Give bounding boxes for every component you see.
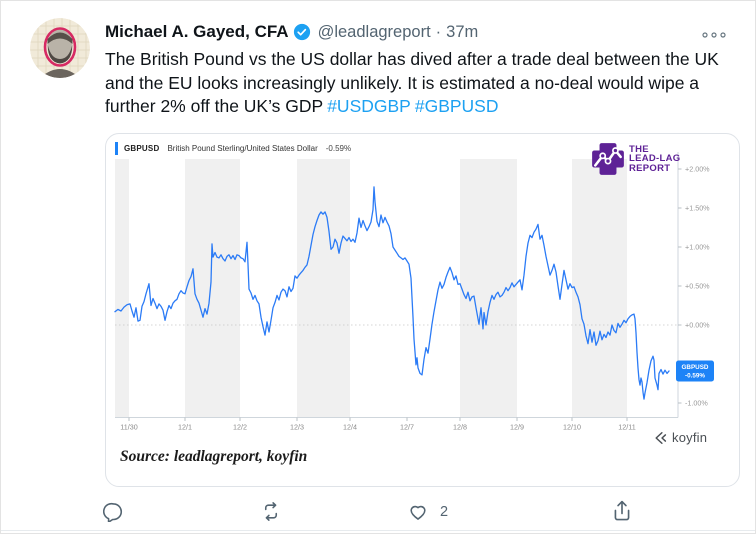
last-price-badge	[676, 360, 714, 382]
logo-line-1: THE	[629, 143, 649, 155]
x-axis-label: 12/9	[510, 423, 524, 432]
share-icon	[614, 500, 630, 521]
hashtag-gbpusd[interactable]: #GBPUSD	[414, 96, 499, 116]
lead-lag-logo-icon	[592, 143, 624, 175]
lead-lag-report-logo: THE LEAD-LAG REPORT	[590, 141, 680, 177]
x-axis-label: 12/4	[343, 423, 357, 432]
price-chart-svg: 11/30 12/1 12/2 12/3 12/4 12/7 12/8 12/9 12/10 12…	[114, 152, 714, 432]
bottom-divider	[1, 530, 755, 531]
koyfin-icon	[655, 431, 667, 444]
x-axis-label: 12/10	[563, 423, 581, 432]
x-axis-label: 12/8	[453, 423, 467, 432]
x-axis-label: 12/11	[618, 423, 635, 432]
day-shading-band	[185, 159, 240, 418]
like-count: 2	[440, 503, 449, 520]
koyfin-watermark: koyfin	[654, 430, 707, 445]
y-axis-label: +0.00%	[685, 321, 710, 330]
heart-icon	[410, 505, 426, 520]
retweet-icon	[264, 502, 278, 521]
day-shading-band	[115, 159, 129, 418]
y-axis-label: -1.00%	[685, 399, 708, 408]
x-axis-label: 12/2	[233, 423, 247, 432]
legend-change: -0.59%	[325, 143, 352, 153]
koyfin-label: koyfin	[672, 430, 708, 445]
source-attribution: Source: leadlagreport, koyfin	[120, 448, 308, 465]
y-axis-label: +0.50%	[685, 282, 710, 291]
x-axis-label: 12/1	[178, 423, 192, 432]
legend-color-bar	[115, 141, 118, 155]
day-shading-band	[572, 159, 627, 418]
logo-line-3: REPORT	[629, 162, 671, 174]
tweet-header: Michael A. Gayed, CFA @leadlagreport · 3…	[105, 22, 478, 42]
reply-button[interactable]	[103, 501, 124, 522]
x-axis-label: 11/30	[120, 423, 137, 432]
author-handle[interactable]: @leadlagreport	[317, 22, 431, 41]
author-name[interactable]: Michael A. Gayed, CFA	[105, 22, 289, 41]
y-axis-label: +2.00%	[685, 165, 710, 174]
x-axis-label: 12/7	[400, 423, 414, 432]
avatar-image	[30, 18, 90, 78]
x-axis-label: 12/3	[290, 423, 304, 432]
last-price-badge-change: -0.59%	[685, 373, 705, 380]
day-shading-band	[297, 159, 350, 418]
y-axis-label: +1.00%	[685, 243, 710, 252]
price-line	[114, 186, 670, 400]
like-button[interactable]: 2	[407, 501, 448, 522]
chart-legend: GBPUSD British Pound Sterling/United Sta…	[115, 141, 351, 155]
reply-icon	[103, 502, 123, 522]
tweet-text-main: The British Pound vs the US dollar has d…	[105, 49, 719, 116]
hashtag-usdgbp[interactable]: #USDGBP	[327, 96, 411, 116]
meta-separator: ·	[435, 22, 442, 41]
legend-description: British Pound Sterling/United States Dol…	[167, 143, 318, 153]
chart-media-card[interactable]: 11/30 12/1 12/2 12/3 12/4 12/7 12/8 12/9 12/10 12…	[105, 133, 740, 487]
retweet-button[interactable]	[259, 501, 283, 522]
lead-lag-logo-text: THE LEAD-LAG REPORT	[629, 145, 680, 174]
logo-line-2: LEAD-LAG	[629, 153, 681, 165]
legend-symbol: GBPUSD	[124, 143, 160, 153]
last-price-badge-symbol: GBPUSD	[682, 364, 709, 371]
more-button[interactable]	[698, 27, 730, 45]
day-shading-band	[460, 159, 517, 418]
more-icon	[702, 31, 726, 38]
share-button[interactable]	[611, 499, 633, 522]
timestamp[interactable]: 37m	[446, 22, 479, 41]
avatar[interactable]	[30, 18, 90, 78]
tweet-text: The British Pound vs the US dollar has d…	[105, 48, 746, 119]
y-axis-label: +1.50%	[685, 204, 710, 213]
verified-badge-icon	[293, 23, 311, 41]
